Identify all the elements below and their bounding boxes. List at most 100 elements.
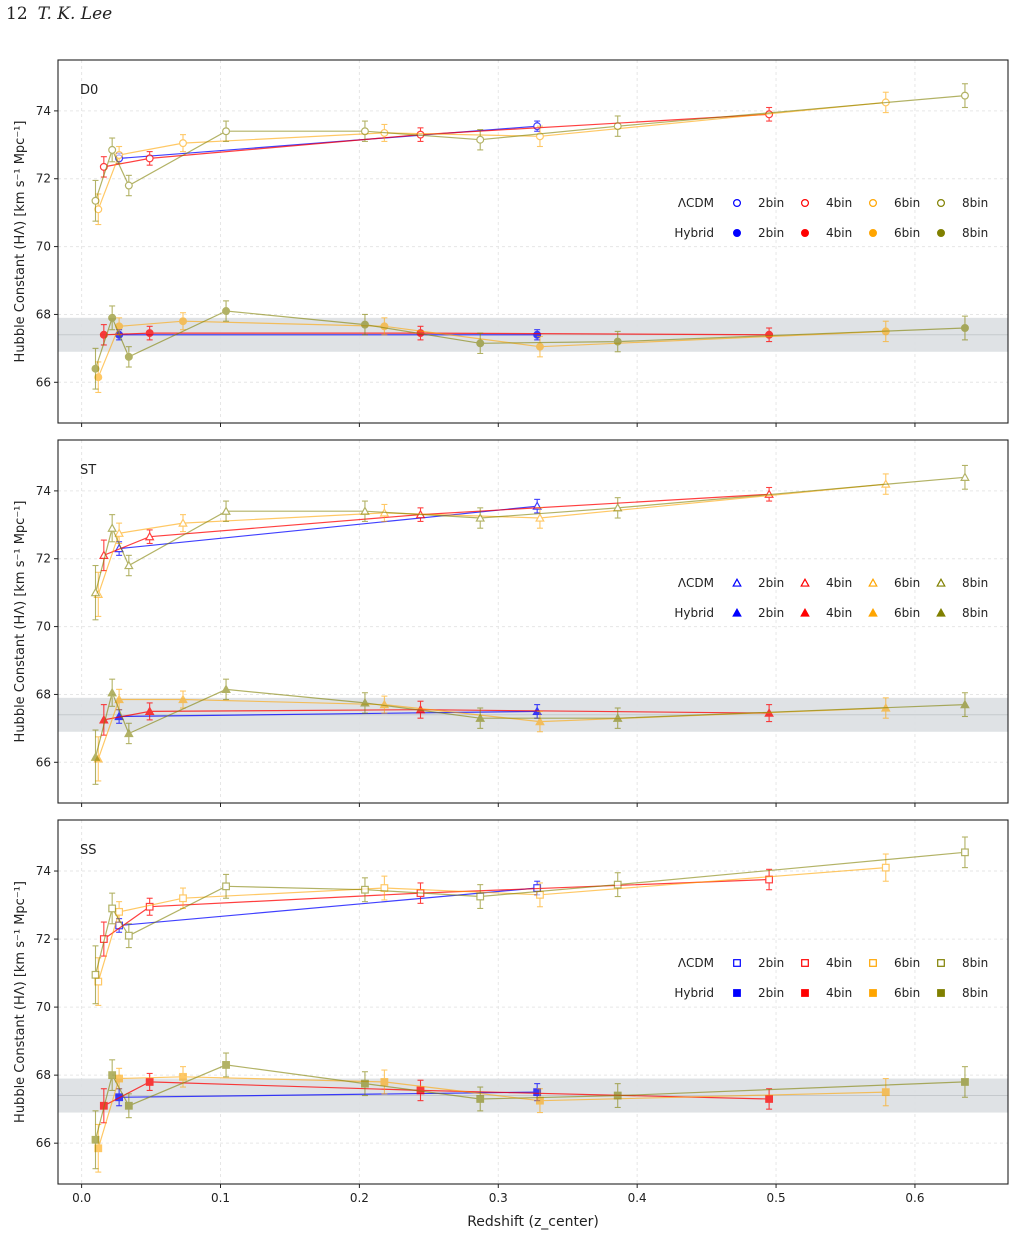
series-line	[94, 310, 965, 369]
data-point	[124, 728, 134, 738]
legend-marker	[936, 607, 946, 617]
data-point	[881, 863, 890, 872]
series-lcdm-6bin	[94, 853, 890, 1006]
data-point	[179, 1072, 187, 1081]
series-line	[103, 493, 770, 556]
legend-row-label: Hybrid	[674, 226, 714, 240]
data-point	[960, 91, 969, 100]
legend-entry-label: 8bin	[962, 196, 988, 210]
data-point	[124, 181, 133, 190]
legend: ΛCDM 2bin 4bin 6bin 8bin Hybrid 2bin 4bin 6bin 8b…	[674, 196, 988, 240]
y-tick-label: 66	[36, 1136, 51, 1150]
y-tick-label: 74	[36, 864, 51, 878]
y-tick-label: 66	[36, 375, 51, 389]
legend-entry-label: 6bin	[894, 576, 920, 590]
panel-label: SS	[80, 843, 97, 858]
data-point	[91, 970, 100, 979]
data-point	[108, 904, 117, 913]
legend-marker	[800, 199, 809, 208]
legend-entry-label: 2bin	[758, 956, 784, 970]
data-point	[361, 1079, 369, 1088]
data-point	[380, 1078, 389, 1086]
legend-marker	[868, 577, 878, 587]
data-point	[960, 699, 970, 709]
data-point	[124, 560, 134, 570]
y-tick-label: 66	[36, 755, 51, 769]
data-point	[960, 472, 970, 481]
legend-marker	[868, 607, 878, 617]
series-line	[94, 95, 965, 201]
legend-marker	[732, 199, 741, 208]
y-tick-label: 68	[36, 1068, 51, 1082]
legend-marker	[936, 229, 945, 238]
data-point	[124, 352, 133, 361]
data-point	[124, 931, 133, 940]
series-line	[119, 1091, 538, 1098]
data-point	[612, 713, 623, 722]
series-lcdm-4bin	[99, 106, 774, 178]
y-tick-label: 72	[36, 932, 51, 946]
data-point	[145, 902, 154, 911]
series-line	[94, 476, 965, 593]
series-line	[94, 1064, 965, 1140]
data-point	[476, 339, 485, 348]
x-tick-label: 0.4	[628, 1191, 647, 1205]
legend-marker	[868, 229, 877, 238]
data-point	[961, 848, 969, 857]
series-lcdm-4bin	[99, 486, 774, 572]
data-point	[476, 1095, 485, 1103]
legend-row-label: Hybrid	[674, 606, 714, 620]
data-point	[90, 752, 101, 761]
data-point	[94, 205, 103, 214]
legend-entry-label: 6bin	[894, 986, 920, 1000]
y-tick-label: 74	[36, 104, 51, 118]
legend-entry-label: 6bin	[894, 956, 920, 970]
legend-entry-label: 6bin	[894, 606, 920, 620]
legend-entry-label: 4bin	[826, 956, 852, 970]
x-tick-label: 0.2	[350, 1191, 369, 1205]
series-hybrid-6bin	[94, 312, 890, 394]
legend-entry-label: 4bin	[826, 196, 852, 210]
legend-marker	[732, 607, 742, 617]
data-point	[360, 506, 370, 515]
legend-entry-label: 6bin	[894, 226, 920, 240]
data-point	[535, 512, 545, 522]
panel-label: ST	[80, 463, 96, 478]
legend-marker	[937, 959, 945, 967]
legend-marker	[868, 199, 877, 208]
series-hybrid-8bin	[90, 678, 970, 785]
data-point	[94, 373, 103, 382]
legend-row-label: ΛCDM	[678, 196, 714, 210]
data-point	[221, 684, 231, 693]
data-point	[360, 320, 369, 329]
data-point	[361, 885, 369, 894]
data-point	[178, 694, 188, 704]
data-point	[535, 716, 545, 726]
data-point	[108, 313, 117, 322]
data-point	[179, 317, 188, 326]
series-line	[103, 113, 770, 168]
gridlines	[58, 60, 1008, 423]
data-point	[91, 196, 100, 205]
legend-entry-label: 8bin	[962, 606, 988, 620]
legend-entry-label: 2bin	[758, 226, 784, 240]
legend-entry-label: 4bin	[826, 576, 852, 590]
series-line	[97, 1076, 886, 1149]
legend-marker	[733, 959, 741, 967]
data-point	[179, 894, 187, 903]
data-point	[124, 1101, 133, 1110]
data-point	[613, 122, 622, 131]
data-point	[115, 907, 124, 916]
data-point	[108, 1071, 117, 1080]
data-point	[613, 337, 622, 346]
legend-marker	[869, 959, 877, 967]
data-point	[613, 1091, 622, 1100]
data-point	[476, 892, 485, 901]
legend-entry-label: 2bin	[758, 196, 784, 210]
legend-entry-label: 4bin	[826, 226, 852, 240]
plot-frame	[57, 59, 1009, 424]
x-tick-label: 0.0	[72, 1191, 91, 1205]
panel-st: 66 68 70 72 74 ST Hubble Constant (HΛ) [km s⁻¹…	[13, 439, 1009, 807]
data-point	[107, 523, 117, 532]
series-line	[119, 505, 538, 550]
